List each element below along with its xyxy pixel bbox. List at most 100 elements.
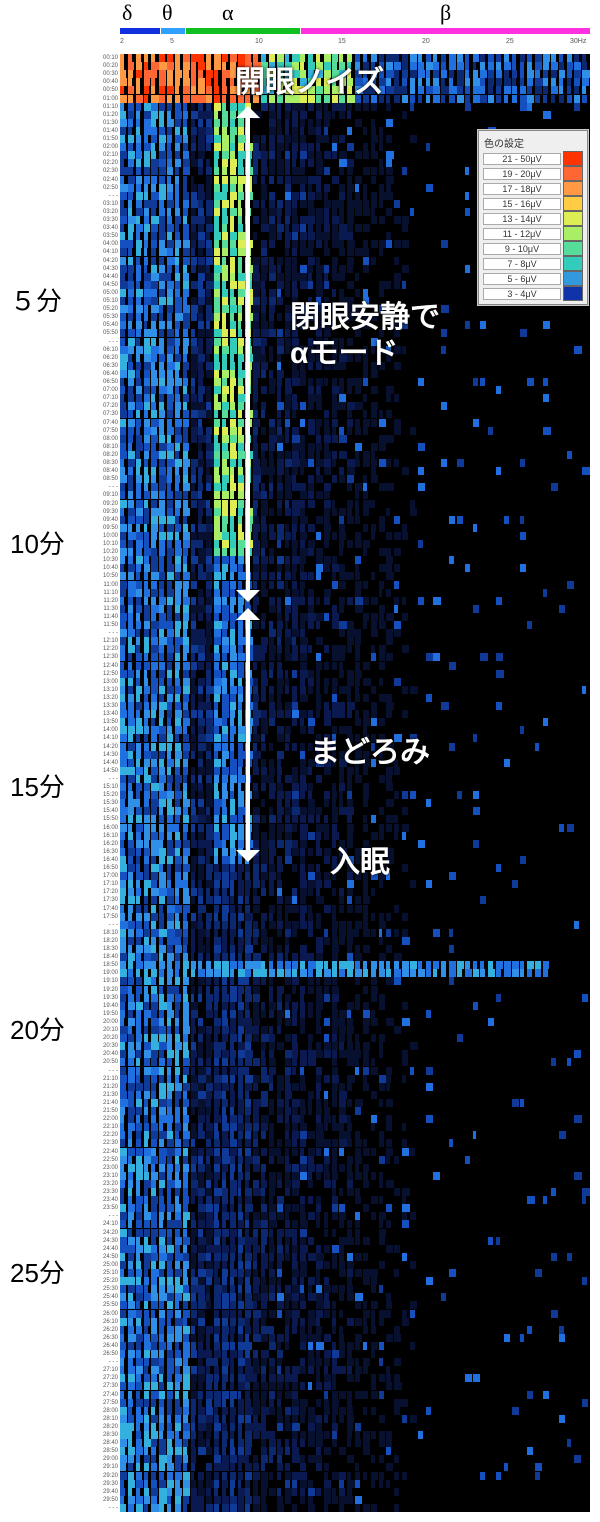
time-tick: 16:10 — [96, 832, 118, 840]
time-tick: 01:30 — [96, 119, 118, 127]
time-tick: 00:30 — [96, 70, 118, 78]
legend-row: 15 - 16μV — [482, 196, 584, 211]
time-tick: 28:50 — [96, 1447, 118, 1455]
time-tick: 19:40 — [96, 1002, 118, 1010]
time-tick: - - - — [96, 775, 118, 783]
time-tick: 06:20 — [96, 354, 118, 362]
time-tick: 10:00 — [96, 532, 118, 540]
time-tick: 08:40 — [96, 467, 118, 475]
time-tick: 01:40 — [96, 127, 118, 135]
time-tick: 02:20 — [96, 159, 118, 167]
band-bar — [301, 28, 590, 34]
time-tick: 21:40 — [96, 1099, 118, 1107]
time-tick: 11:00 — [96, 581, 118, 589]
time-tick: 04:00 — [96, 240, 118, 248]
time-tick: 10:20 — [96, 548, 118, 556]
time-tick: 08:10 — [96, 443, 118, 451]
time-tick: 25:10 — [96, 1269, 118, 1277]
time-tick: 04:10 — [96, 248, 118, 256]
time-tick: 10:50 — [96, 572, 118, 580]
legend-swatch — [563, 196, 583, 211]
time-tick: 18:20 — [96, 937, 118, 945]
time-tick: 08:50 — [96, 475, 118, 483]
arrow-head-down — [236, 850, 260, 862]
legend-range: 3 - 4μV — [483, 288, 561, 300]
time-tick: 05:00 — [96, 289, 118, 297]
legend-range: 15 - 16μV — [483, 198, 561, 210]
time-tick: 06:30 — [96, 362, 118, 370]
time-tick: 29:20 — [96, 1472, 118, 1480]
time-tick: 13:40 — [96, 710, 118, 718]
time-tick: 25:20 — [96, 1277, 118, 1285]
time-tick: 24:20 — [96, 1229, 118, 1237]
time-tick: 04:30 — [96, 265, 118, 273]
time-tick: 28:20 — [96, 1423, 118, 1431]
time-tick: 24:50 — [96, 1253, 118, 1261]
time-tick: 26:40 — [96, 1342, 118, 1350]
time-tick: 00:10 — [96, 54, 118, 62]
minute-mark: 25分 — [10, 1253, 65, 1290]
time-tick: 02:00 — [96, 143, 118, 151]
time-tick: 22:20 — [96, 1131, 118, 1139]
time-tick: 11:40 — [96, 613, 118, 621]
legend-swatch — [563, 166, 583, 181]
time-tick: 09:10 — [96, 491, 118, 499]
minute-mark: 10分 — [10, 524, 65, 561]
time-tick: 16:50 — [96, 864, 118, 872]
time-tick: 12:40 — [96, 662, 118, 670]
legend-swatch — [563, 286, 583, 301]
time-tick: 18:30 — [96, 945, 118, 953]
legend-range: 11 - 12μV — [483, 228, 561, 240]
time-tick: 09:30 — [96, 508, 118, 516]
time-tick: 23:50 — [96, 1204, 118, 1212]
time-tick: 20:20 — [96, 1034, 118, 1042]
time-tick: 08:00 — [96, 435, 118, 443]
legend-row: 13 - 14μV — [482, 211, 584, 226]
time-tick: 09:50 — [96, 524, 118, 532]
time-tick: 00:40 — [96, 78, 118, 86]
time-tick: 10:40 — [96, 564, 118, 572]
time-tick: 17:20 — [96, 888, 118, 896]
time-tick: 17:10 — [96, 880, 118, 888]
time-tick: 20:10 — [96, 1026, 118, 1034]
legend-row: 9 - 10μV — [482, 241, 584, 256]
time-tick: 18:10 — [96, 929, 118, 937]
time-tick: 22:40 — [96, 1148, 118, 1156]
time-tick: 23:00 — [96, 1164, 118, 1172]
time-tick: 00:50 — [96, 86, 118, 94]
time-tick: 19:00 — [96, 969, 118, 977]
legend-swatch — [563, 226, 583, 241]
legend-swatch — [563, 151, 583, 166]
time-tick: 13:10 — [96, 686, 118, 694]
time-tick: 15:20 — [96, 791, 118, 799]
arrow-head-up — [236, 106, 260, 118]
time-tick: 26:10 — [96, 1318, 118, 1326]
time-tick: 02:10 — [96, 151, 118, 159]
time-tick: 27:30 — [96, 1382, 118, 1390]
time-tick: 02:50 — [96, 184, 118, 192]
time-tick: 20:50 — [96, 1058, 118, 1066]
time-tick: 29:50 — [96, 1496, 118, 1504]
time-tick: 09:20 — [96, 500, 118, 508]
time-tick: 04:20 — [96, 257, 118, 265]
legend-row: 17 - 18μV — [482, 181, 584, 196]
time-tick: 19:10 — [96, 977, 118, 985]
time-tick: 05:20 — [96, 305, 118, 313]
time-tick: 28:10 — [96, 1415, 118, 1423]
band-bar — [186, 28, 300, 34]
legend-range: 19 - 20μV — [483, 168, 561, 180]
time-tick: 27:50 — [96, 1399, 118, 1407]
annotation-label: 入眠 — [330, 845, 390, 881]
time-tick: 01:50 — [96, 135, 118, 143]
time-tick: 05:10 — [96, 297, 118, 305]
time-tick: 11:30 — [96, 605, 118, 613]
time-tick: 22:00 — [96, 1115, 118, 1123]
time-tick: 28:30 — [96, 1431, 118, 1439]
time-tick: 18:40 — [96, 953, 118, 961]
legend-range: 5 - 6μV — [483, 273, 561, 285]
time-tick: 05:30 — [96, 313, 118, 321]
time-tick: 23:30 — [96, 1188, 118, 1196]
time-tick: 07:10 — [96, 394, 118, 402]
time-tick: 05:40 — [96, 321, 118, 329]
minute-mark: 20分 — [10, 1010, 65, 1047]
